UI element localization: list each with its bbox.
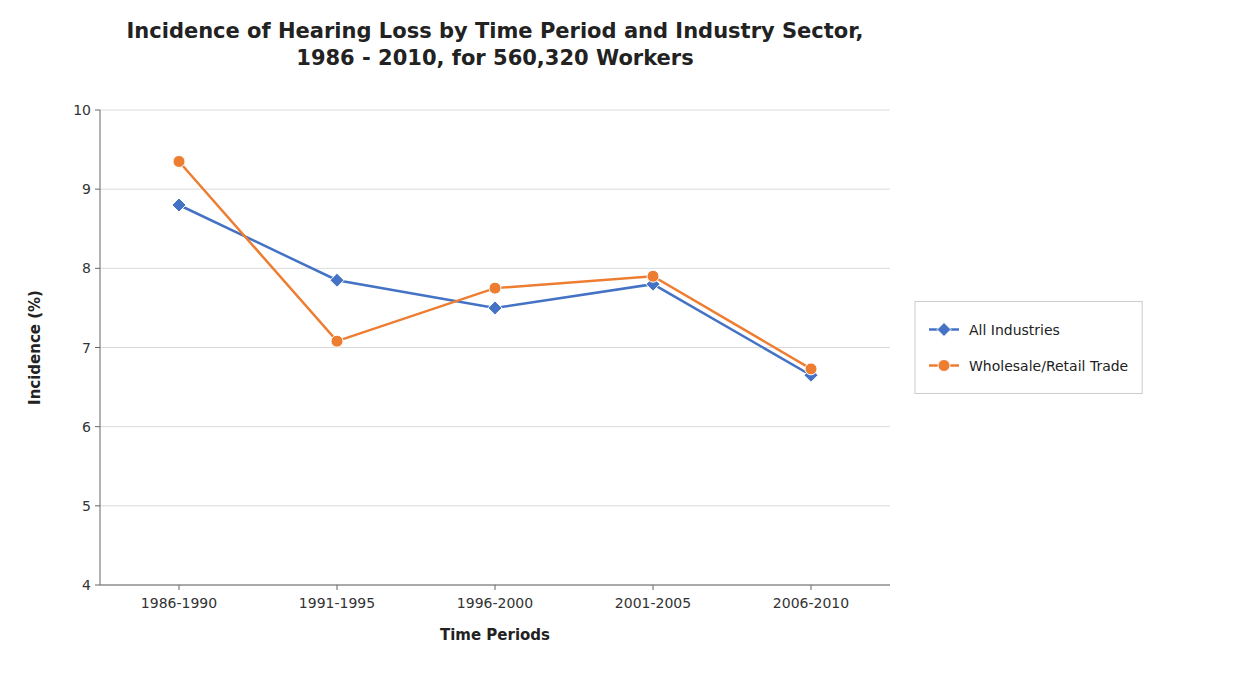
legend-label: Wholesale/Retail Trade (969, 358, 1128, 374)
y-tick (95, 347, 100, 348)
plot-area (172, 155, 818, 382)
y-tick-label: 5 (82, 498, 91, 514)
x-tick-label: 1996-2000 (457, 595, 533, 611)
y-tick-label: 6 (82, 419, 91, 435)
data-point (488, 301, 502, 315)
data-point (173, 155, 185, 167)
y-tick-label: 4 (82, 577, 91, 593)
data-point (172, 198, 186, 212)
legend-marker (938, 360, 950, 372)
data-point (330, 273, 344, 287)
data-point (805, 363, 817, 375)
chart-container: 4 5 6 7 8 9 10 1986-1990 1991-1995 1996-2000 2001-… (0, 0, 1236, 676)
y-tick (95, 268, 100, 269)
y-tick (95, 505, 100, 506)
x-tick-label: 1991-1995 (299, 595, 375, 611)
legend: All Industries Wholesale/Retail Trade (915, 302, 1142, 394)
y-axis (100, 110, 101, 585)
y-axis-label: Incidence (%) (26, 290, 44, 405)
title: Incidence of Hearing Loss by Time Period… (126, 19, 863, 70)
grid-line (100, 426, 890, 427)
grid-line (100, 268, 890, 269)
x-axis-label: Time Periods (440, 626, 550, 644)
y-tick-label: 9 (82, 181, 91, 197)
x-tick-label: 2006-2010 (773, 595, 849, 611)
x-tick (337, 585, 338, 590)
x-tick (495, 585, 496, 590)
x-tick (811, 585, 812, 590)
y-tick (95, 110, 100, 111)
x-tick-label: 2001-2005 (615, 595, 691, 611)
grid-line (100, 505, 890, 506)
legend-label: All Industries (969, 322, 1060, 338)
y-tick (95, 585, 100, 586)
y-tick (95, 426, 100, 427)
data-point (489, 282, 501, 294)
grid-line (100, 110, 890, 111)
y-tick (95, 189, 100, 190)
series-line (179, 161, 811, 368)
grid-line (100, 189, 890, 190)
x-tick (179, 585, 180, 590)
y-tick-label: 8 (82, 260, 91, 276)
x-tick (653, 585, 654, 590)
data-point (331, 335, 343, 347)
y-tick-label: 7 (82, 340, 91, 356)
y-tick-label: 10 (73, 102, 91, 118)
data-point (647, 270, 659, 282)
legend-box (915, 302, 1142, 394)
chart: 4 5 6 7 8 9 10 1986-1990 1991-1995 1996-2000 2001-… (0, 0, 1236, 676)
series-line (179, 205, 811, 375)
legend-marker (937, 323, 951, 337)
x-tick-label: 1986-1990 (141, 595, 217, 611)
